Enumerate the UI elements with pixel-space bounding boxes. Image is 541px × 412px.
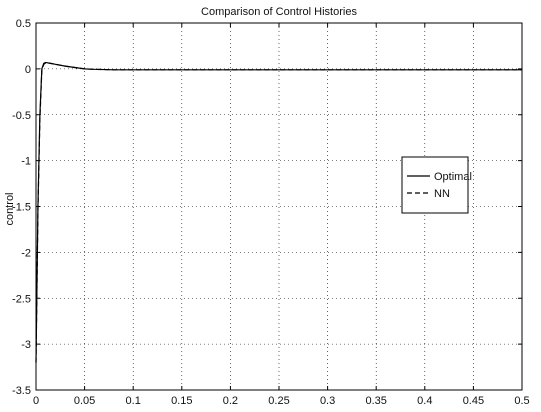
x-tick-label: 0.2 — [223, 395, 238, 407]
y-tick-label: -1 — [21, 156, 31, 168]
x-tick-label: 0.15 — [171, 395, 192, 407]
x-tick-label: 0.05 — [74, 395, 95, 407]
y-tick-label: 0 — [25, 64, 31, 76]
y-tick-label: -2.5 — [12, 293, 31, 305]
x-tick-label: 0.4 — [417, 395, 432, 407]
legend-label: NN — [434, 188, 450, 200]
y-axis-label: control — [4, 192, 16, 225]
legend: Optimal NN — [401, 156, 472, 214]
legend-box — [401, 156, 469, 214]
x-tick-label: 0.5 — [514, 395, 529, 407]
y-tick-label: -3 — [21, 339, 31, 351]
chart-title: Comparison of Control Histories — [201, 6, 357, 18]
axis-ticks — [35, 22, 523, 391]
legend-label: Optimal — [434, 171, 472, 183]
series-line-nn — [35, 62, 522, 363]
x-tick-label: 0.45 — [463, 395, 484, 407]
x-tick-label: 0 — [33, 395, 39, 407]
y-tick-label: -1.5 — [12, 202, 31, 214]
y-tick-label: -3.5 — [12, 385, 31, 397]
y-tick-label: 0.5 — [16, 18, 31, 30]
x-tick-label: 0.1 — [126, 395, 141, 407]
x-tick-labels: 0 0.05 0.1 0.15 0.2 0.25 0.3 0.35 0.4 0.45 0.5 — [33, 395, 530, 407]
x-tick-label: 0.25 — [268, 395, 289, 407]
y-tick-label: -0.5 — [12, 110, 31, 122]
y-tick-labels: 0.5 0 -0.5 -1 -1.5 -2 -2.5 -3 -3.5 — [12, 18, 31, 397]
series-layer — [35, 61, 522, 363]
x-tick-label: 0.3 — [320, 395, 335, 407]
x-tick-label: 0.35 — [365, 395, 386, 407]
y-tick-label: -2 — [21, 247, 31, 259]
